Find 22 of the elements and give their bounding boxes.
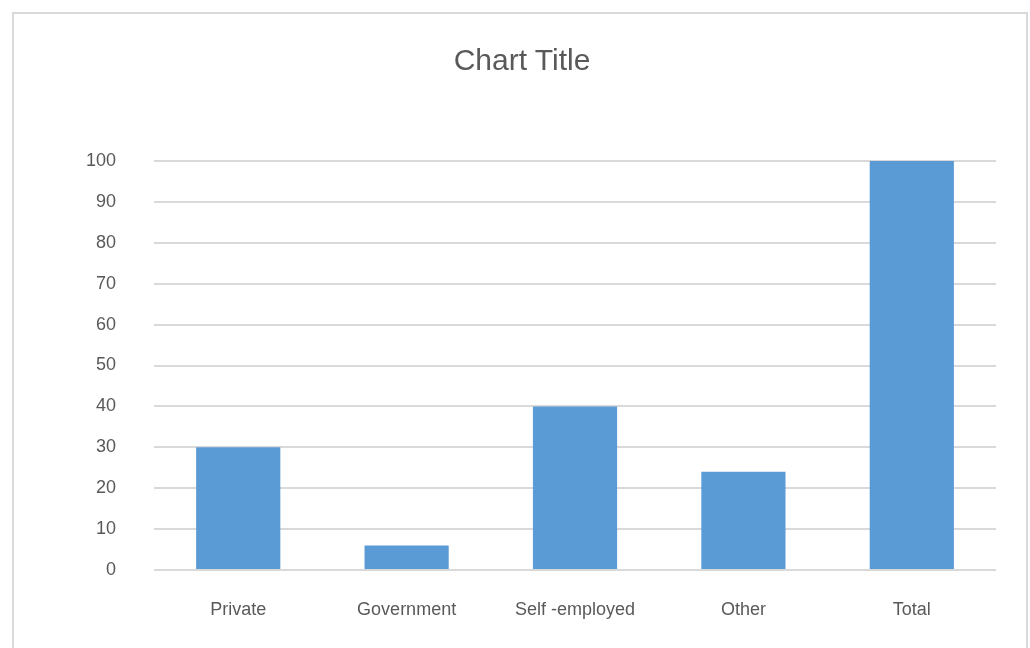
x-tick-label: Other — [720, 598, 766, 619]
y-tick-label: 20 — [96, 477, 117, 498]
y-tick-label: 30 — [96, 436, 117, 457]
y-tick-label: 90 — [96, 190, 117, 211]
y-tick-label: 10 — [96, 518, 117, 539]
chart-title: Chart Title — [453, 43, 591, 77]
y-tick-label: 60 — [96, 313, 117, 334]
bar — [701, 471, 786, 569]
x-tick-label: Government — [357, 598, 457, 619]
y-tick-label: 50 — [96, 354, 117, 375]
y-tick-label: 80 — [96, 231, 117, 252]
bar — [532, 406, 618, 569]
y-tick-label: 70 — [96, 272, 117, 293]
bar — [196, 447, 281, 569]
y-tick-label: 100 — [85, 149, 117, 170]
x-tick-label: Private — [210, 598, 267, 619]
bar — [869, 161, 954, 569]
x-tick-label: Total — [892, 598, 931, 619]
y-tick-label: 40 — [96, 395, 117, 416]
y-tick-label: 0 — [106, 558, 117, 579]
bar — [364, 545, 449, 569]
x-tick-label: Self -employed — [514, 598, 636, 619]
